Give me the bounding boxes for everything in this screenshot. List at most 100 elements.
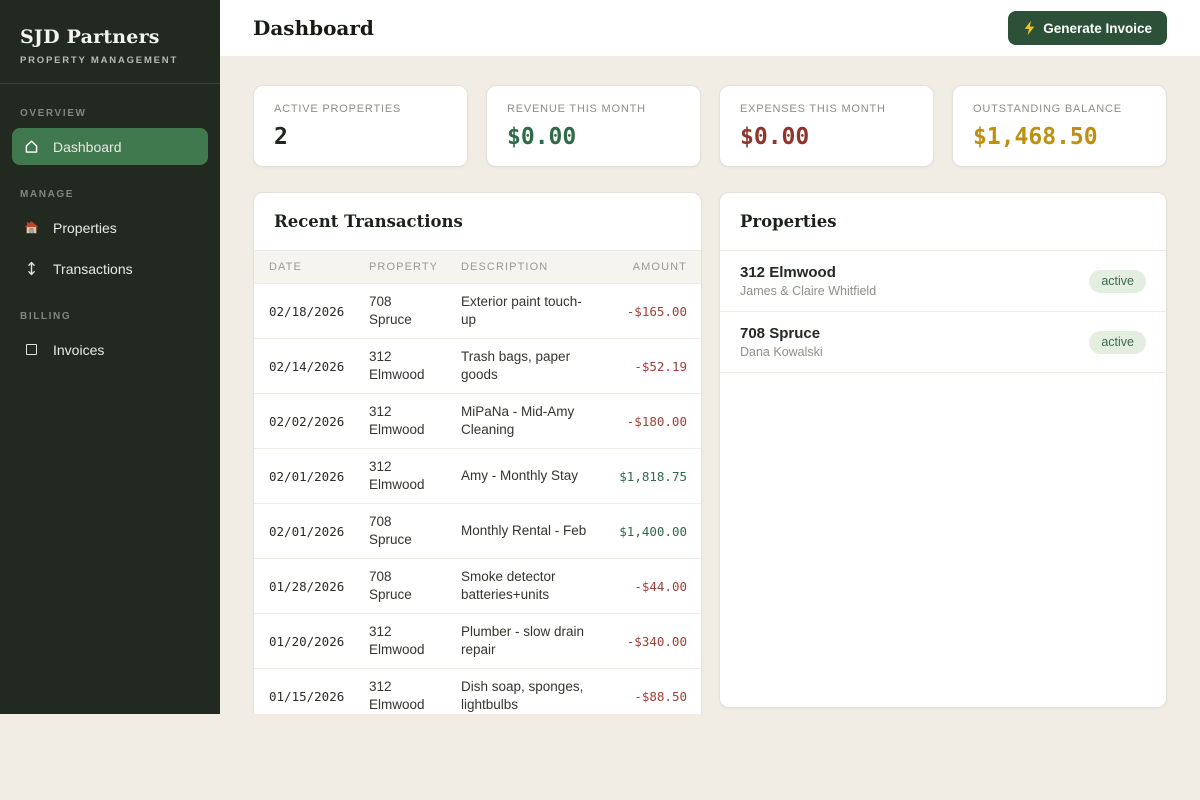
property-info: 312 Elmwood James & Claire Whitfield <box>740 264 876 298</box>
status-badge: active <box>1089 269 1146 293</box>
section-label-overview: OVERVIEW <box>20 108 87 119</box>
transaction-amount: -$165.00 <box>626 303 687 319</box>
transactions-table-header: DATE PROPERTY DESCRIPTION AMOUNT <box>254 251 701 283</box>
table-row: 01/15/2026 312 Elmwood Dish soap, sponge… <box>254 668 701 714</box>
sidebar-item-properties[interactable]: Properties <box>12 209 208 246</box>
transaction-property: 312 Elmwood <box>369 624 425 657</box>
sidebar-item-label: Invoices <box>53 341 105 358</box>
column-header-amount: AMOUNT <box>632 261 687 273</box>
up-down-arrow-icon <box>22 260 40 278</box>
list-item: 708 Spruce Dana Kowalski active <box>720 312 1166 373</box>
page-title: Dashboard <box>253 16 374 40</box>
stat-value: 2 <box>274 124 288 150</box>
transaction-property: 312 Elmwood <box>369 459 425 492</box>
stat-card-revenue: REVENUE THIS MONTH $0.00 <box>486 85 701 167</box>
table-row: 02/18/2026 708 Spruce Exterior paint tou… <box>254 283 701 338</box>
app-window: SJD Partners PROPERTY MANAGEMENT OVERVIE… <box>0 0 1200 714</box>
stat-label: OUTSTANDING BALANCE <box>973 103 1122 115</box>
transaction-amount: $1,400.00 <box>619 523 687 539</box>
panels-row: Recent Transactions DATE PROPERTY DESCRI… <box>253 192 1167 714</box>
sidebar-item-transactions[interactable]: Transactions <box>12 250 208 287</box>
transaction-amount: -$340.00 <box>626 633 687 649</box>
transaction-description: Plumber - slow drain repair <box>461 624 585 657</box>
home-icon <box>22 138 40 156</box>
transaction-description: Smoke detector batteries+units <box>461 569 556 602</box>
transaction-property: 708 Spruce <box>369 569 412 602</box>
square-outline-icon <box>22 341 40 359</box>
stat-card-expenses: EXPENSES THIS MONTH $0.00 <box>719 85 934 167</box>
status-badge: active <box>1089 330 1146 354</box>
stat-card-outstanding-balance: OUTSTANDING BALANCE $1,468.50 <box>952 85 1167 167</box>
column-header-description: DESCRIPTION <box>461 261 549 273</box>
transaction-date: 02/01/2026 <box>269 468 345 484</box>
sidebar-item-label: Properties <box>53 219 117 236</box>
stat-value: $1,468.50 <box>973 124 1098 150</box>
main-area: Dashboard Generate Invoice ACTIVE PROPER… <box>220 0 1200 714</box>
transaction-property: 312 Elmwood <box>369 679 425 712</box>
transaction-amount: -$180.00 <box>626 413 687 429</box>
section-label-manage: MANAGE <box>20 189 75 200</box>
transaction-date: 01/28/2026 <box>269 578 345 594</box>
transaction-description: MiPaNa - Mid-Amy Cleaning <box>461 404 575 437</box>
table-row: 02/14/2026 312 Elmwood Trash bags, paper… <box>254 338 701 393</box>
table-row: 01/20/2026 312 Elmwood Plumber - slow dr… <box>254 613 701 668</box>
transaction-amount: -$52.19 <box>634 358 687 374</box>
sidebar-item-label: Transactions <box>53 260 133 277</box>
table-row: 02/02/2026 312 Elmwood MiPaNa - Mid-Amy … <box>254 393 701 448</box>
property-name: 708 Spruce <box>740 325 821 342</box>
column-header-date: DATE <box>269 261 302 273</box>
logo-title: SJD Partners <box>20 26 160 48</box>
transaction-property: 708 Spruce <box>369 294 412 327</box>
generate-invoice-label: Generate Invoice <box>1043 20 1152 36</box>
transaction-amount: $1,818.75 <box>619 468 687 484</box>
logo-subtitle: PROPERTY MANAGEMENT <box>20 55 179 66</box>
stat-label: REVENUE THIS MONTH <box>507 103 646 115</box>
sidebar: SJD Partners PROPERTY MANAGEMENT OVERVIE… <box>0 0 220 714</box>
transaction-description: Exterior paint touch-up <box>461 294 582 327</box>
sidebar-item-label: Dashboard <box>53 138 122 155</box>
stat-value: $0.00 <box>740 124 810 150</box>
house-emoji-icon <box>22 219 40 237</box>
list-item: 312 Elmwood James & Claire Whitfield act… <box>720 251 1166 312</box>
sidebar-item-dashboard[interactable]: Dashboard <box>12 128 208 165</box>
transaction-date: 01/20/2026 <box>269 633 345 649</box>
logo-block: SJD Partners PROPERTY MANAGEMENT <box>0 0 220 84</box>
property-tenant: Dana Kowalski <box>740 345 823 359</box>
transaction-date: 02/02/2026 <box>269 413 345 429</box>
table-row: 02/01/2026 312 Elmwood Amy - Monthly Sta… <box>254 448 701 503</box>
transaction-property: 708 Spruce <box>369 514 412 547</box>
transaction-property: 312 Elmwood <box>369 404 425 437</box>
stat-value: $0.00 <box>507 124 577 150</box>
lightning-icon <box>1023 20 1036 36</box>
sidebar-item-invoices[interactable]: Invoices <box>12 331 208 368</box>
transaction-date: 02/14/2026 <box>269 358 345 374</box>
section-label-billing: BILLING <box>20 311 72 322</box>
recent-transactions-title: Recent Transactions <box>254 193 701 251</box>
table-row: 02/01/2026 708 Spruce Monthly Rental - F… <box>254 503 701 558</box>
transaction-date: 01/15/2026 <box>269 688 345 704</box>
stat-label: ACTIVE PROPERTIES <box>274 103 402 115</box>
stat-label: EXPENSES THIS MONTH <box>740 103 886 115</box>
table-row: 01/28/2026 708 Spruce Smoke detector bat… <box>254 558 701 613</box>
property-info: 708 Spruce Dana Kowalski <box>740 325 823 359</box>
content-area: ACTIVE PROPERTIES 2 REVENUE THIS MONTH $… <box>220 56 1200 714</box>
properties-panel-title: Properties <box>720 193 1166 251</box>
transaction-description: Monthly Rental - Feb <box>461 523 587 539</box>
stats-row: ACTIVE PROPERTIES 2 REVENUE THIS MONTH $… <box>253 85 1167 167</box>
transaction-property: 312 Elmwood <box>369 349 425 382</box>
stat-card-active-properties: ACTIVE PROPERTIES 2 <box>253 85 468 167</box>
generate-invoice-button[interactable]: Generate Invoice <box>1008 11 1167 45</box>
transaction-description: Amy - Monthly Stay <box>461 468 579 484</box>
property-tenant: James & Claire Whitfield <box>740 284 877 298</box>
column-header-property: PROPERTY <box>369 261 439 273</box>
transaction-description: Trash bags, paper goods <box>461 349 571 382</box>
transaction-date: 02/01/2026 <box>269 523 345 539</box>
transaction-description: Dish soap, sponges, lightbulbs <box>461 679 584 712</box>
properties-panel: Properties 312 Elmwood James & Claire Wh… <box>719 192 1167 708</box>
transaction-amount: -$44.00 <box>634 578 687 594</box>
transaction-amount: -$88.50 <box>634 688 687 704</box>
transaction-date: 02/18/2026 <box>269 303 345 319</box>
recent-transactions-panel: Recent Transactions DATE PROPERTY DESCRI… <box>253 192 702 714</box>
property-name: 312 Elmwood <box>740 264 836 281</box>
topbar: Dashboard Generate Invoice <box>220 0 1200 56</box>
